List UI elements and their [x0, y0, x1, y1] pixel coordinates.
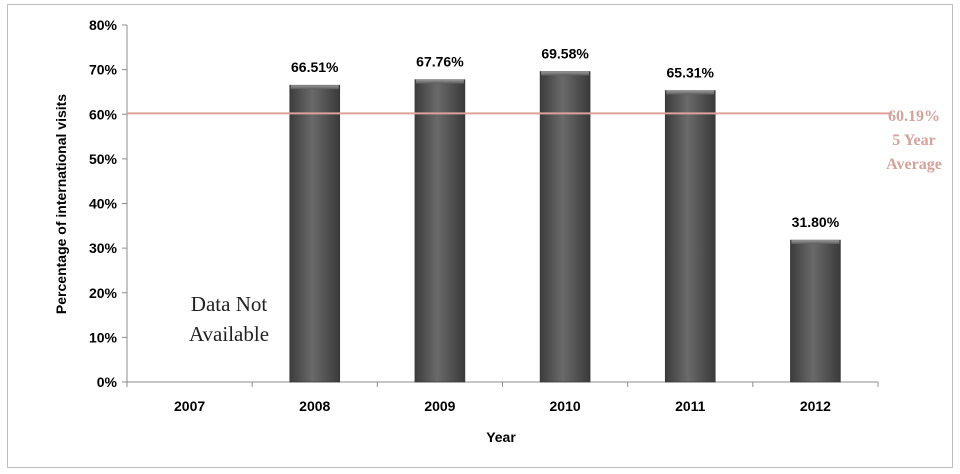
x-tick-label: 2009: [424, 398, 455, 414]
y-tick-label: 20%: [89, 285, 118, 301]
bar-cap: [791, 240, 840, 245]
annotation-line-1: Data Not: [191, 292, 268, 316]
bar: [790, 239, 841, 383]
y-tick-label: 50%: [89, 151, 118, 167]
reference-line-label-line-2: 5 Year: [892, 132, 935, 149]
x-tick-label: 2011: [675, 398, 706, 414]
data-label: 67.76%: [416, 54, 464, 70]
chart-frame: [7, 4, 953, 468]
bar-body: [664, 90, 716, 383]
bar-body: [790, 239, 841, 383]
data-label: 31.80%: [792, 214, 840, 230]
y-tick-label: 70%: [89, 62, 118, 78]
bar: [539, 71, 591, 383]
y-tick-label: 30%: [89, 240, 118, 256]
data-label: 66.51%: [291, 59, 339, 75]
bar-cap: [541, 71, 590, 76]
bar: [414, 79, 466, 383]
x-tick-label: 2007: [174, 398, 205, 414]
bar: [289, 84, 341, 383]
y-tick-label: 40%: [89, 196, 118, 212]
reference-line-value-label: 60.19%: [888, 108, 940, 125]
bar: [664, 90, 716, 383]
bar-cap: [290, 85, 339, 90]
bar-body: [539, 71, 591, 383]
y-tick-label: 60%: [89, 106, 118, 122]
labels-group: 2007 2008 66.51% 2009 67.76% 2010 69.58% 2011 65…: [174, 45, 840, 414]
bar-cap: [415, 79, 464, 84]
y-axis-title: Percentage of international visits: [53, 94, 69, 314]
axes: 0% 10% 20% 30% 40% 50% 60% 70% 80%: [89, 17, 879, 390]
bar-body: [414, 79, 466, 383]
x-tick-label: 2008: [299, 398, 330, 414]
y-tick-label: 10%: [89, 329, 118, 345]
y-tick-label: 80%: [89, 17, 118, 33]
data-label: 69.58%: [541, 45, 589, 61]
x-axis-title: Year: [486, 429, 516, 445]
bars-group: [289, 71, 841, 383]
bar-cap: [666, 90, 715, 95]
annotation-line-2: Available: [189, 322, 269, 346]
data-label: 65.31%: [667, 65, 715, 81]
reference-line-label-line-3: Average: [886, 156, 942, 173]
bar-body: [289, 84, 341, 383]
x-tick-label: 2010: [550, 398, 581, 414]
y-tick-label: 0%: [97, 374, 118, 390]
x-tick-label: 2012: [800, 398, 831, 414]
